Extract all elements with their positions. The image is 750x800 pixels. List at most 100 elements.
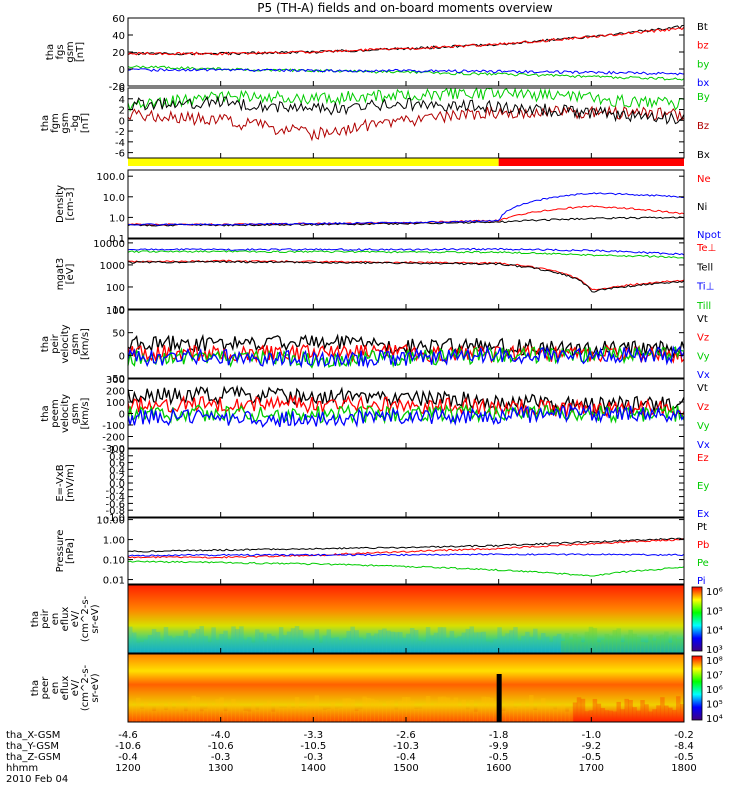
spectrogram-texture xyxy=(656,705,661,722)
spectrogram-texture xyxy=(441,627,447,653)
ytick-label: 0.4 xyxy=(109,465,125,476)
legend-label: Bt xyxy=(697,22,708,33)
colorbar-tick-label: 10⁶ xyxy=(706,685,723,696)
ytick-label: 0.01 xyxy=(103,576,125,587)
legend-label: Vt xyxy=(697,383,708,394)
spectrogram-texture xyxy=(529,695,534,722)
ylabel: en xyxy=(50,682,61,695)
spectrogram-texture xyxy=(239,706,244,722)
spectrogram-texture xyxy=(167,702,173,722)
ephemeris-value: -10.6 xyxy=(115,741,141,752)
spectrogram-texture xyxy=(445,697,451,722)
ephemeris-value: -1.8 xyxy=(489,730,509,741)
series-line-fgs-0 xyxy=(127,25,685,56)
ytick-label: -100 xyxy=(102,421,125,432)
spectrogram-texture xyxy=(564,633,570,653)
ephemeris-value: -9.2 xyxy=(582,741,602,752)
spectrogram-texture xyxy=(596,703,602,722)
colorbar-tick-label: 10⁴ xyxy=(706,714,723,725)
spectrogram-texture xyxy=(592,698,598,722)
spectrogram-texture xyxy=(235,702,240,722)
spectrogram-texture xyxy=(143,702,149,722)
ylabel: eV/ xyxy=(70,679,81,696)
spectrogram-texture xyxy=(517,640,522,653)
spectrogram-texture xyxy=(390,700,395,722)
spectrogram-texture xyxy=(433,702,439,722)
ytick-label: -300 xyxy=(102,444,125,455)
spectrogram-texture xyxy=(346,630,351,653)
spectrogram-texture xyxy=(163,627,169,653)
spectrogram-texture xyxy=(334,637,339,653)
spectrogram-texture xyxy=(282,635,288,653)
spectrogram-texture xyxy=(481,696,486,722)
series-line-fgs-2 xyxy=(127,65,685,81)
panel-frame xyxy=(127,169,685,239)
ytick-label: 1.0 xyxy=(109,213,125,224)
ephemeris-row-label: tha_Z-GSM xyxy=(6,752,61,763)
spectrogram-texture xyxy=(402,637,407,653)
legend-label: Bz xyxy=(697,121,709,132)
ylabel: tha xyxy=(40,115,51,131)
spectrogram-texture xyxy=(131,632,137,653)
spectrogram-texture xyxy=(572,633,578,653)
spectrogram-gap xyxy=(496,674,502,722)
spectrogram-texture xyxy=(243,639,248,653)
spectrogram-texture xyxy=(644,704,649,722)
spectrogram-texture xyxy=(668,707,673,722)
spectrogram xyxy=(128,585,684,653)
series-line-fgs-3 xyxy=(127,67,685,76)
spectrogram-texture xyxy=(457,706,463,722)
spectrogram-texture xyxy=(302,706,308,722)
series-line-pressure-0 xyxy=(127,537,685,553)
ephemeris-value: -10.5 xyxy=(300,741,326,752)
spectrogram-texture xyxy=(386,701,391,722)
ylabel: tha xyxy=(30,611,41,627)
spectrogram-texture xyxy=(620,642,625,653)
ytick-label: -50 xyxy=(109,374,125,385)
ytick-label: 6 xyxy=(119,84,125,95)
spectrogram-texture xyxy=(680,704,685,722)
ylabel: tha xyxy=(40,336,51,352)
spectrogram-texture xyxy=(560,641,566,653)
spectrogram-texture xyxy=(664,631,669,653)
spectrogram-texture xyxy=(453,697,459,722)
ytick-label: 10 xyxy=(112,305,125,316)
legend-label: Tell xyxy=(696,262,713,273)
ylabel: tha xyxy=(30,680,41,696)
spectrogram-texture xyxy=(318,642,324,653)
ytick-label: 0.2 xyxy=(109,472,125,483)
spectrogram-texture xyxy=(513,707,518,722)
legend-label: Npot xyxy=(697,230,721,241)
spectrogram-texture xyxy=(223,630,228,653)
spectrogram-texture xyxy=(660,634,665,653)
ytick-label: 0 xyxy=(119,116,125,127)
ephemeris-table: tha_X-GSM -4.6 -4.0 -3.3 -2.6 -1.8 -1.0 -0.2 tha… xyxy=(6,730,697,785)
series-line-fgm-1 xyxy=(127,105,685,142)
spectrogram-texture xyxy=(298,629,304,653)
spectrogram-texture xyxy=(183,711,189,722)
spectrogram-texture xyxy=(338,640,343,653)
series-line-temps-2 xyxy=(127,247,685,256)
spectrogram-texture xyxy=(278,627,284,653)
spectrogram-texture xyxy=(390,631,395,653)
spectrogram-texture xyxy=(191,633,197,653)
spectrogram-texture xyxy=(179,705,185,722)
spectrogram-texture xyxy=(135,697,141,722)
ytick-label: 0.0 xyxy=(109,479,125,490)
spectrogram-texture xyxy=(425,695,431,722)
ytick-label: 0 xyxy=(119,65,125,76)
spectrogram-texture xyxy=(219,697,224,722)
spectrogram-texture xyxy=(239,626,244,653)
spectrogram-texture xyxy=(441,696,447,722)
spectrogram-texture xyxy=(302,638,308,653)
ytick-label: -0.2 xyxy=(105,486,125,497)
spectrogram-texture xyxy=(171,637,177,653)
spectrogram-texture xyxy=(326,709,332,722)
ytick-label: 0 xyxy=(119,351,125,362)
spectrogram-texture xyxy=(215,699,220,722)
ylabel: [km/s] xyxy=(80,328,91,360)
spectrogram-texture xyxy=(159,641,165,653)
spectrogram-texture xyxy=(314,629,320,653)
spectrogram-texture xyxy=(648,634,653,653)
